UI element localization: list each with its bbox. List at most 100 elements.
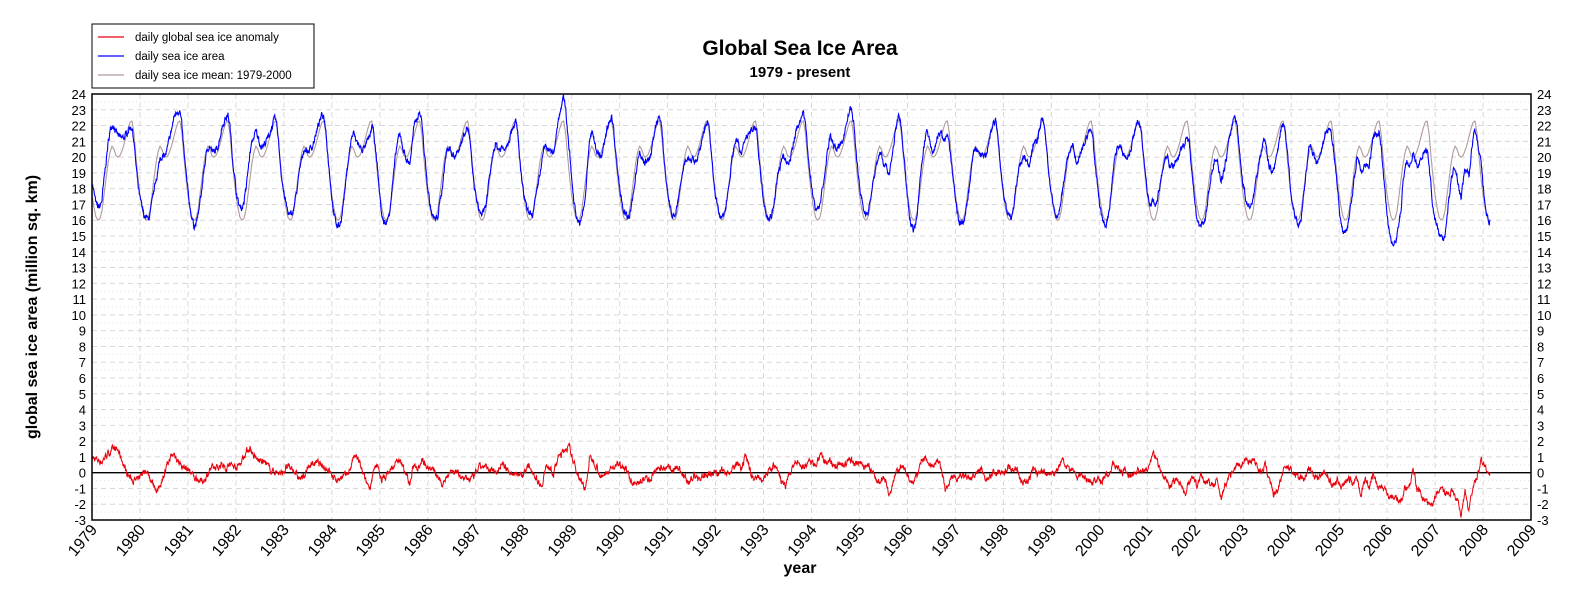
y-tick-label-right: 13 — [1537, 261, 1551, 276]
y-tick-label-right: 8 — [1537, 339, 1544, 354]
y-tick-label-left: -2 — [74, 497, 86, 512]
x-tick-label: 1981 — [161, 522, 197, 560]
y-tick-label-right: 3 — [1537, 418, 1544, 433]
y-tick-label-left: 1 — [79, 450, 86, 465]
y-tick-label-left: 9 — [79, 324, 86, 339]
y-tick-label-left: 11 — [73, 292, 87, 307]
y-tick-label-right: 1 — [1537, 450, 1544, 465]
y-tick-label-left: 7 — [79, 355, 86, 370]
x-tick-label: 1982 — [209, 522, 245, 560]
series-anomaly-line — [91, 442, 1491, 519]
legend-label-area: daily sea ice area — [135, 51, 225, 63]
x-tick-label: 1998 — [977, 522, 1013, 560]
y-tick-label-right: 0 — [1537, 466, 1544, 481]
plot-frame — [91, 93, 1532, 521]
y-tick-label-right: 7 — [1537, 355, 1544, 370]
y-tick-label-right: -3 — [1537, 513, 1549, 528]
y-tick-label-right: 11 — [1537, 292, 1551, 307]
y-tick-label-left: 24 — [72, 87, 86, 102]
x-tick-label: 1992 — [689, 522, 725, 560]
y-tick-label-right: 5 — [1537, 387, 1544, 402]
x-tick-label: 1990 — [593, 522, 629, 560]
y-tick-label-left: 0 — [79, 466, 86, 481]
y-tick-label-right: 9 — [1537, 324, 1544, 339]
x-tick-label: 1993 — [737, 522, 773, 560]
x-tick-label: 2004 — [1264, 522, 1300, 560]
x-tick-label: 1994 — [785, 522, 821, 560]
y-tick-label-left: 3 — [79, 418, 86, 433]
x-tick-label: 2006 — [1360, 522, 1396, 560]
x-tick-label: 1996 — [881, 522, 917, 560]
x-tick-label: 2007 — [1408, 522, 1444, 560]
y-tick-label-right: 24 — [1537, 87, 1551, 102]
y-tick-label-right: 18 — [1537, 182, 1551, 197]
series-group — [91, 94, 1531, 519]
y-tick-label-left: 16 — [72, 213, 86, 228]
y-tick-label-right: 15 — [1537, 229, 1551, 244]
y-tick-label-left: 17 — [72, 197, 86, 212]
legend: daily global sea ice anomaly daily sea i… — [91, 23, 315, 89]
y-tick-label-left: 8 — [79, 339, 86, 354]
y-tick-label-left: 5 — [79, 387, 86, 402]
x-tick-label: 2002 — [1168, 522, 1204, 560]
y-tick-label-right: 2 — [1537, 434, 1544, 449]
y-tick-label-left: 6 — [79, 371, 86, 386]
y-tick-label-right: 12 — [1537, 276, 1551, 291]
chart-subtitle: 1979 - present — [750, 64, 851, 81]
series-area-line — [91, 94, 1491, 247]
y-tick-label-right: 4 — [1537, 403, 1544, 418]
y-tick-label-right: -2 — [1537, 497, 1549, 512]
y-tick-label-right: 19 — [1537, 166, 1551, 181]
grid — [91, 93, 1532, 521]
y-tick-label-right: 6 — [1537, 371, 1544, 386]
y-tick-label-right: 22 — [1537, 119, 1551, 134]
x-tick-label: 1988 — [497, 522, 533, 560]
y-tick-label-left: 10 — [72, 308, 86, 323]
x-tick-label: 1987 — [449, 522, 485, 560]
y-tick-label-left: -3 — [74, 513, 86, 528]
x-tick-label: 1984 — [305, 522, 341, 560]
y-tick-label-left: 14 — [72, 245, 86, 260]
y-tick-label-right: 14 — [1537, 245, 1551, 260]
y-tick-label-left: -1 — [74, 481, 86, 496]
x-tick-label: 1999 — [1024, 522, 1060, 560]
x-tick-label: 1997 — [929, 522, 965, 560]
y-tick-label-left: 22 — [72, 119, 86, 134]
x-tick-label: 2005 — [1312, 522, 1348, 560]
x-tick-label: 1985 — [353, 522, 389, 560]
y-tick-label-right: -1 — [1537, 481, 1549, 496]
y-tick-label-left: 15 — [72, 229, 86, 244]
y-tick-label-left: 18 — [72, 182, 86, 197]
x-tick-label: 1991 — [641, 522, 677, 560]
legend-box — [91, 23, 315, 89]
x-tick-label: 1980 — [113, 522, 149, 560]
y-tick-label-left: 21 — [72, 134, 86, 149]
y-tick-label-left: 23 — [72, 103, 86, 118]
x-tick-label: 1979 — [65, 522, 101, 560]
y-tick-label-left: 4 — [79, 403, 86, 418]
chart-title: Global Sea Ice Area — [702, 37, 898, 60]
x-tick-label: 2003 — [1216, 522, 1252, 560]
x-tick-label: 2009 — [1504, 522, 1540, 560]
legend-label-mean: daily sea ice mean: 1979-2000 — [135, 70, 292, 82]
y-tick-label-right: 20 — [1537, 150, 1551, 165]
y-tick-label-left: 20 — [72, 150, 86, 165]
y-tick-label-left: 19 — [72, 166, 86, 181]
x-tick-label: 2001 — [1120, 522, 1156, 560]
y-tick-label-left: 13 — [72, 261, 86, 276]
x-tick-label: 2008 — [1456, 522, 1492, 560]
x-tick-label: 1989 — [545, 522, 581, 560]
x-axis-label: year — [784, 560, 817, 577]
x-tick-label: 1983 — [257, 522, 293, 560]
x-tick-label: 1995 — [833, 522, 869, 560]
y-tick-label-right: 21 — [1537, 134, 1551, 149]
y-axis-label: global sea ice area (million sq. km) — [24, 175, 41, 439]
y-tick-label-left: 2 — [79, 434, 86, 449]
x-tick-label: 2000 — [1072, 522, 1108, 560]
y-tick-label-right: 17 — [1537, 197, 1551, 212]
y-tick-label-right: 23 — [1537, 103, 1551, 118]
legend-label-anomaly: daily global sea ice anomaly — [135, 32, 279, 44]
y-tick-label-left: 12 — [72, 276, 86, 291]
y-tick-label-right: 16 — [1537, 213, 1551, 228]
